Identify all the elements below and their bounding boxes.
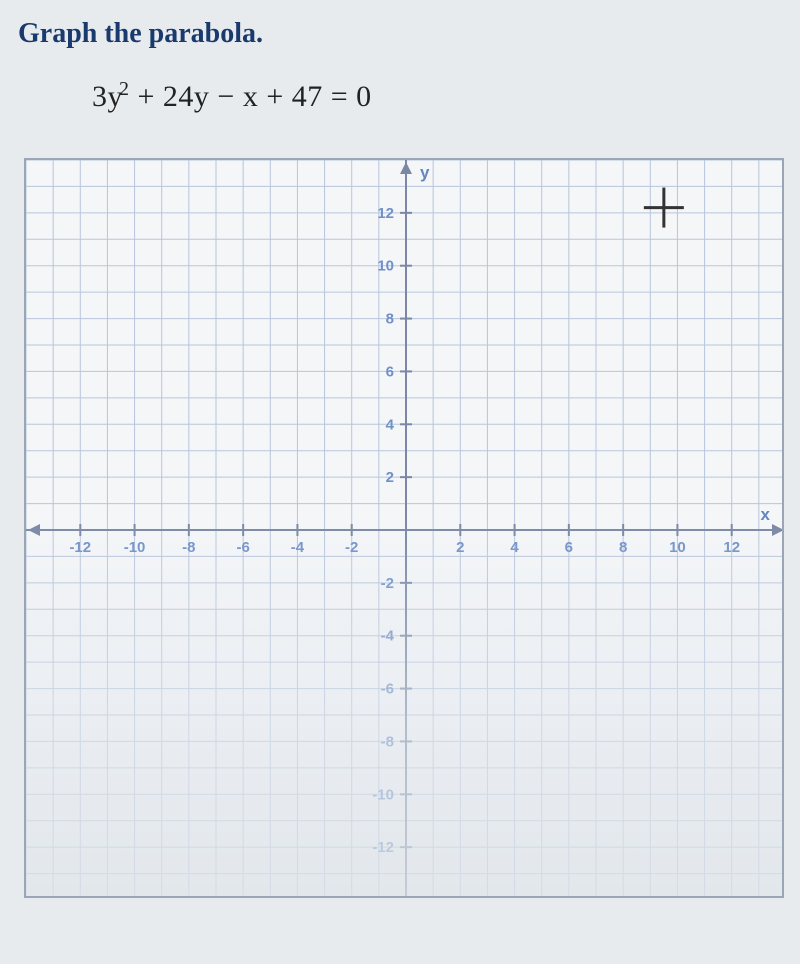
svg-text:2: 2: [456, 539, 464, 556]
svg-text:12: 12: [723, 539, 740, 556]
svg-text:-8: -8: [182, 539, 195, 556]
svg-text:-12: -12: [69, 539, 91, 556]
equation: 3y2 + 24y − x + 47 = 0: [92, 78, 800, 114]
svg-text:-2: -2: [381, 575, 394, 592]
svg-text:-8: -8: [381, 733, 394, 750]
svg-text:-6: -6: [381, 681, 394, 698]
eq-coef: 3: [92, 80, 108, 113]
svg-text:12: 12: [377, 205, 394, 222]
worksheet-page: Graph the parabola. 3y2 + 24y − x + 47 =…: [0, 0, 800, 964]
eq-exp: 2: [119, 78, 130, 100]
svg-text:-6: -6: [236, 539, 249, 556]
graph-frame[interactable]: -12 -10 -8 -6 -4 -2 2 4 6 8 10 12 2 4 6 8 10 12 -2 -4 -6 -8 -1…: [24, 158, 784, 898]
svg-text:10: 10: [377, 258, 394, 275]
svg-text:-10: -10: [124, 539, 146, 556]
svg-text:-4: -4: [381, 628, 395, 645]
svg-text:-10: -10: [372, 786, 394, 803]
svg-text:4: 4: [386, 416, 395, 433]
prompt-text: Graph the parabola.: [18, 18, 800, 50]
svg-text:y: y: [420, 163, 430, 182]
svg-text:8: 8: [386, 311, 394, 328]
eq-rest: + 24y − x + 47 = 0: [130, 80, 372, 113]
svg-text:x: x: [761, 505, 771, 524]
svg-text:-4: -4: [291, 539, 305, 556]
svg-text:-12: -12: [372, 839, 394, 856]
svg-text:2: 2: [386, 469, 394, 486]
svg-text:8: 8: [619, 539, 627, 556]
svg-text:4: 4: [510, 539, 519, 556]
svg-text:-2: -2: [345, 539, 358, 556]
coordinate-grid[interactable]: -12 -10 -8 -6 -4 -2 2 4 6 8 10 12 2 4 6 8 10 12 -2 -4 -6 -8 -1…: [26, 160, 784, 898]
svg-text:10: 10: [669, 539, 686, 556]
svg-text:6: 6: [386, 363, 394, 380]
svg-text:6: 6: [565, 539, 573, 556]
